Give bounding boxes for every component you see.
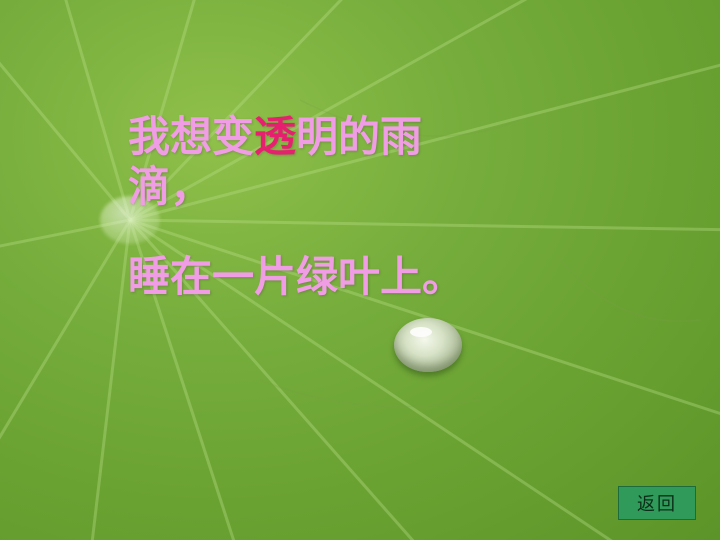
poem-line-1: 我想变透明的雨 — [128, 112, 528, 162]
poem-line-1-end: 明的雨 — [296, 112, 423, 161]
water-drop-large — [394, 318, 462, 372]
water-drop-small — [100, 196, 160, 244]
poem-text: 我想变透明的雨 滴， 睡在一片绿叶上。 — [128, 112, 528, 302]
poem-line-2: 滴， — [128, 162, 213, 211]
back-button[interactable]: 返回 — [618, 486, 696, 520]
poem-line-3: 睡在一片绿叶上。 — [128, 252, 465, 301]
highlighted-character: 透 — [254, 112, 297, 161]
poem-line-1-start: 我想变 — [128, 112, 255, 161]
